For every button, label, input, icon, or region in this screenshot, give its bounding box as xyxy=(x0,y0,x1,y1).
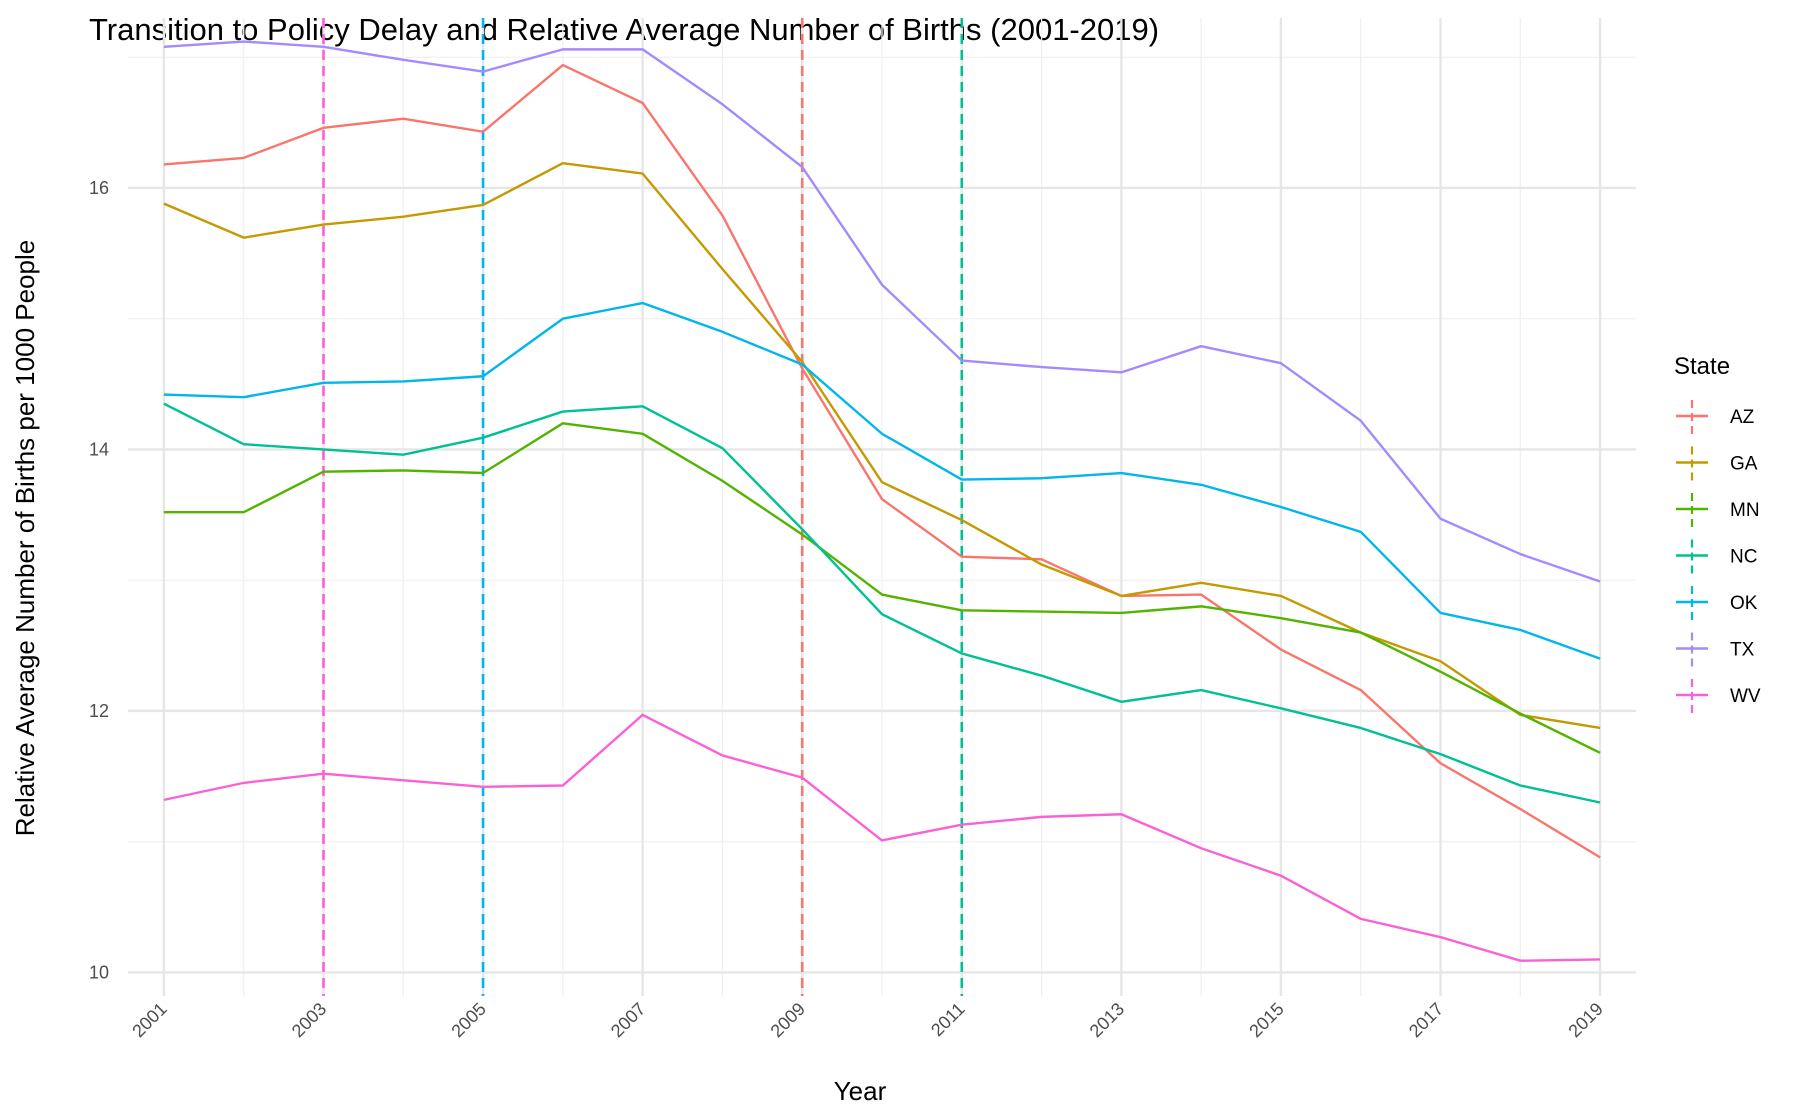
y-axis-title: Relative Average Number of Births per 10… xyxy=(10,240,40,836)
x-tick-label: 2009 xyxy=(767,999,809,1041)
x-tick-label: 2005 xyxy=(447,999,489,1041)
legend-label: MN xyxy=(1730,500,1760,521)
legend-item-nc: NC xyxy=(1676,536,1757,575)
legend-item-tx: TX xyxy=(1676,629,1755,668)
minor-gridlines xyxy=(128,18,1636,996)
x-tick-label: 2015 xyxy=(1245,999,1287,1041)
series-line-wv xyxy=(163,713,1601,962)
x-tick-label: 2003 xyxy=(288,999,330,1041)
legend-item-mn: MN xyxy=(1676,490,1760,528)
series-line-tx xyxy=(163,40,1601,583)
series-line-az xyxy=(163,63,1601,859)
x-tick-label: 2001 xyxy=(128,999,170,1041)
series-line-mn xyxy=(163,422,1601,754)
chart-title: Transition to Policy Delay and Relative … xyxy=(89,12,1159,47)
x-tick-label: 2011 xyxy=(927,999,969,1041)
legend-title: State xyxy=(1674,353,1730,380)
legend: State AZ GA MN NC OK TX WV xyxy=(1674,353,1761,714)
series-line-ok xyxy=(163,301,1601,660)
x-axis-tick-labels: 2001 2003 2005 2007 2009 2011 2013 2015 2017 2019 xyxy=(128,999,1607,1041)
legend-label: OK xyxy=(1730,593,1758,614)
legend-label: AZ xyxy=(1730,407,1755,428)
legend-items: AZ GA MN NC OK TX WV xyxy=(1676,397,1761,714)
legend-item-az: AZ xyxy=(1676,397,1755,435)
series-lines xyxy=(163,40,1601,962)
y-tick-label: 14 xyxy=(89,439,109,459)
y-tick-label: 10 xyxy=(89,962,109,982)
y-tick-label: 16 xyxy=(89,178,109,198)
legend-label: GA xyxy=(1730,454,1758,475)
legend-label: TX xyxy=(1730,640,1755,661)
legend-label: WV xyxy=(1730,686,1761,707)
legend-item-ga: GA xyxy=(1676,443,1758,482)
x-axis-title: Year xyxy=(834,1076,887,1106)
x-tick-label: 2017 xyxy=(1405,999,1447,1041)
y-tick-label: 12 xyxy=(89,701,109,721)
policy-delay-lines xyxy=(322,18,964,996)
y-axis-tick-labels: 10 12 14 16 xyxy=(89,178,109,982)
legend-item-wv: WV xyxy=(1676,676,1761,714)
legend-label: NC xyxy=(1730,547,1757,568)
x-tick-label: 2013 xyxy=(1086,999,1128,1041)
x-tick-label: 2019 xyxy=(1564,999,1606,1041)
legend-item-ok: OK xyxy=(1676,583,1758,621)
x-tick-label: 2007 xyxy=(607,999,649,1041)
series-line-nc xyxy=(163,402,1601,804)
